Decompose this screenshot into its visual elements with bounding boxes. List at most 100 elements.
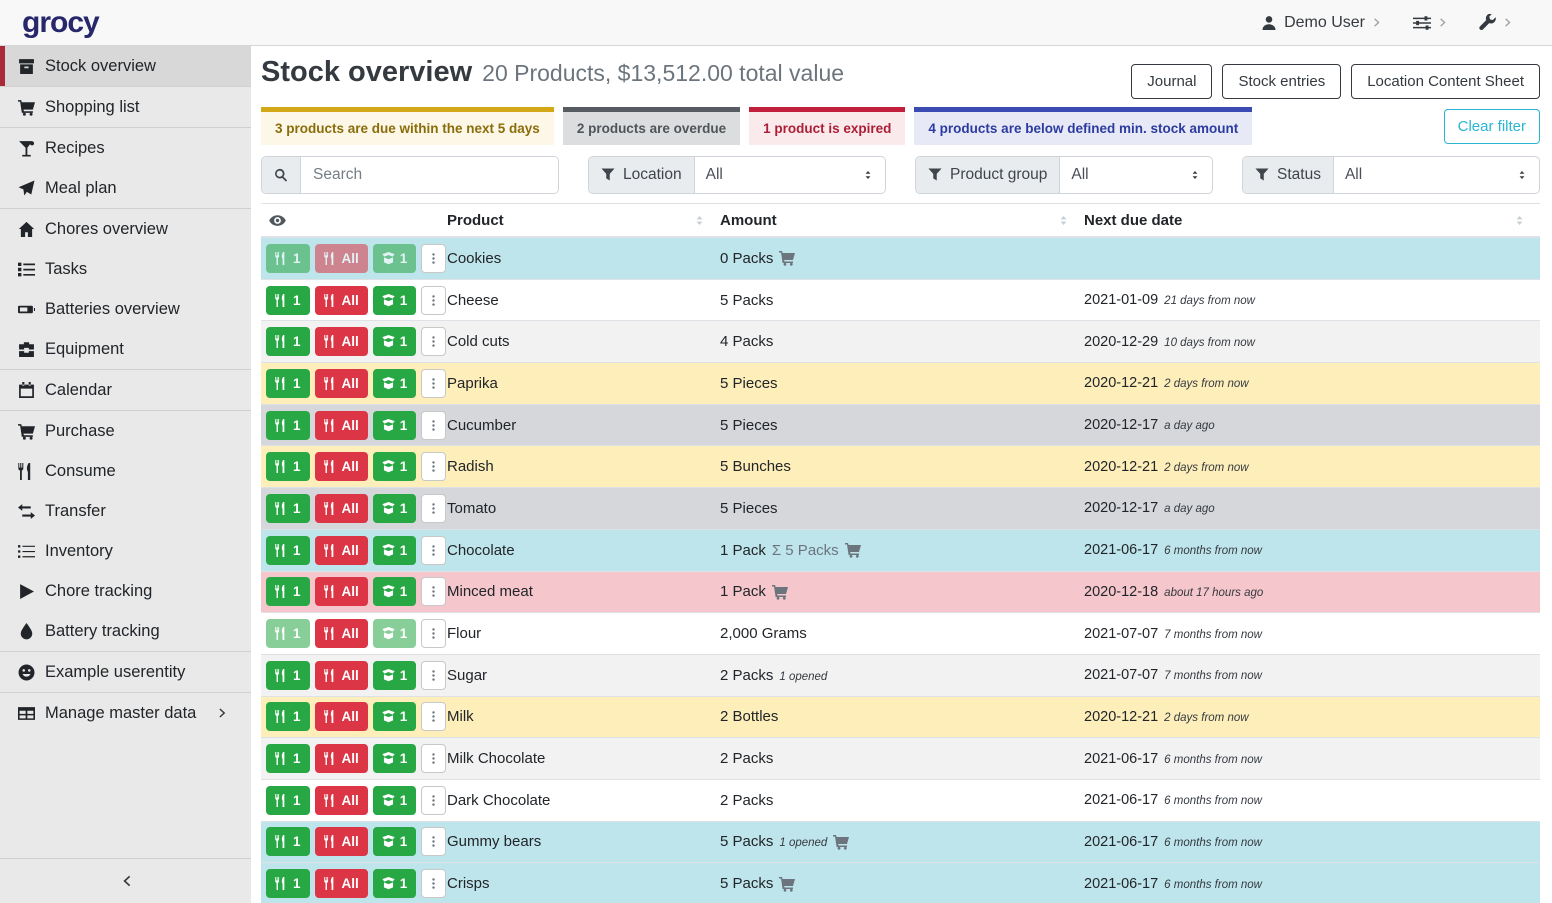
row-menu-button[interactable]	[421, 744, 447, 774]
row-menu-button[interactable]	[421, 702, 447, 732]
sidebar-item-stock-overview[interactable]: Stock overview	[0, 46, 251, 86]
consume-all-button[interactable]: All	[314, 327, 368, 357]
row-menu-button[interactable]	[421, 452, 447, 482]
product-name-cell[interactable]: Flour	[447, 625, 720, 642]
row-menu-button[interactable]	[421, 368, 447, 398]
sidebar-item-tasks[interactable]: Tasks	[0, 249, 251, 289]
consume-one-button[interactable]: 1	[266, 619, 310, 649]
consume-one-button[interactable]: 1	[266, 452, 310, 482]
open-one-button[interactable]: 1	[372, 577, 417, 607]
open-one-button[interactable]: 1	[372, 535, 417, 565]
product-name-cell[interactable]: Paprika	[447, 375, 720, 392]
open-one-button[interactable]: 1	[372, 785, 417, 815]
consume-all-button[interactable]: All	[314, 452, 368, 482]
consume-one-button[interactable]: 1	[266, 327, 310, 357]
product-name-cell[interactable]: Milk Chocolate	[447, 750, 720, 767]
row-menu-button[interactable]	[421, 535, 447, 565]
consume-all-button[interactable]: All	[314, 869, 368, 899]
journal-button[interactable]: Journal	[1131, 64, 1213, 99]
row-menu-button[interactable]	[421, 827, 447, 857]
clear-filter-button[interactable]: Clear filter	[1443, 108, 1540, 144]
consume-all-button[interactable]: All	[314, 368, 368, 398]
product-group-filter-select[interactable]: All	[1060, 157, 1212, 193]
consume-one-button[interactable]: 1	[266, 285, 310, 315]
product-name-cell[interactable]: Cookies	[447, 250, 720, 267]
consume-one-button[interactable]: 1	[266, 660, 310, 690]
open-one-button[interactable]: 1	[372, 702, 417, 732]
sidebar-collapse-button[interactable]	[0, 858, 251, 903]
consume-all-button[interactable]: All	[314, 243, 368, 273]
row-menu-button[interactable]	[421, 577, 447, 607]
sidebar-item-transfer[interactable]: Transfer	[0, 491, 251, 531]
admin-menu[interactable]	[1479, 14, 1514, 31]
sidebar-item-chores-overview[interactable]: Chores overview	[0, 209, 251, 249]
open-one-button[interactable]: 1	[372, 744, 417, 774]
sidebar-item-consume[interactable]: Consume	[0, 451, 251, 491]
open-one-button[interactable]: 1	[372, 327, 417, 357]
user-menu[interactable]: Demo User	[1261, 14, 1383, 32]
consume-all-button[interactable]: All	[314, 285, 368, 315]
expired-banner[interactable]: 1 product is expired	[749, 107, 906, 145]
location-filter-select[interactable]: All	[695, 157, 885, 193]
product-name-cell[interactable]: Radish	[447, 458, 720, 475]
product-name-cell[interactable]: Cheese	[447, 292, 720, 309]
visibility-column-header[interactable]	[261, 212, 447, 229]
sidebar-item-example-userentity[interactable]: Example userentity	[0, 652, 251, 692]
product-name-cell[interactable]: Chocolate	[447, 542, 720, 559]
open-one-button[interactable]: 1	[372, 619, 417, 649]
search-input[interactable]	[301, 157, 558, 193]
open-one-button[interactable]: 1	[372, 368, 417, 398]
consume-all-button[interactable]: All	[314, 827, 368, 857]
open-one-button[interactable]: 1	[372, 869, 417, 899]
sort-icon[interactable]	[1057, 214, 1070, 227]
open-one-button[interactable]: 1	[372, 285, 417, 315]
open-one-button[interactable]: 1	[372, 493, 417, 523]
app-logo[interactable]: grocy	[22, 5, 100, 39]
consume-all-button[interactable]: All	[314, 744, 368, 774]
stock-entries-button[interactable]: Stock entries	[1222, 64, 1342, 99]
consume-one-button[interactable]: 1	[266, 702, 310, 732]
sidebar-item-manage-master-data[interactable]: Manage master data	[0, 693, 251, 733]
settings-menu[interactable]	[1413, 14, 1449, 32]
sidebar-item-batteries-overview[interactable]: Batteries overview	[0, 289, 251, 329]
product-name-cell[interactable]: Minced meat	[447, 583, 720, 600]
product-name-cell[interactable]: Cucumber	[447, 417, 720, 434]
row-menu-button[interactable]	[421, 660, 447, 690]
sidebar-item-equipment[interactable]: Equipment	[0, 329, 251, 369]
consume-all-button[interactable]: All	[314, 619, 368, 649]
row-menu-button[interactable]	[421, 327, 447, 357]
product-name-cell[interactable]: Crisps	[447, 875, 720, 892]
consume-one-button[interactable]: 1	[266, 243, 310, 273]
consume-all-button[interactable]: All	[314, 577, 368, 607]
product-name-cell[interactable]: Sugar	[447, 667, 720, 684]
consume-all-button[interactable]: All	[314, 410, 368, 440]
open-one-button[interactable]: 1	[372, 827, 417, 857]
location-content-sheet-button[interactable]: Location Content Sheet	[1351, 64, 1540, 99]
row-menu-button[interactable]	[421, 410, 447, 440]
consume-all-button[interactable]: All	[314, 535, 368, 565]
product-name-cell[interactable]: Tomato	[447, 500, 720, 517]
due-soon-banner[interactable]: 3 products are due within the next 5 day…	[261, 107, 554, 145]
sidebar-item-inventory[interactable]: Inventory	[0, 531, 251, 571]
overdue-banner[interactable]: 2 products are overdue	[562, 107, 741, 145]
open-one-button[interactable]: 1	[372, 410, 417, 440]
sidebar-item-meal-plan[interactable]: Meal plan	[0, 168, 251, 208]
product-column-header[interactable]: Product	[447, 212, 720, 229]
sidebar-item-purchase[interactable]: Purchase	[0, 411, 251, 451]
consume-one-button[interactable]: 1	[266, 785, 310, 815]
row-menu-button[interactable]	[421, 785, 447, 815]
sidebar-item-recipes[interactable]: Recipes	[0, 128, 251, 168]
sidebar-item-chore-tracking[interactable]: Chore tracking	[0, 571, 251, 611]
consume-one-button[interactable]: 1	[266, 535, 310, 565]
product-name-cell[interactable]: Dark Chocolate	[447, 792, 720, 809]
sidebar-item-calendar[interactable]: Calendar	[0, 370, 251, 410]
row-menu-button[interactable]	[421, 869, 447, 899]
row-menu-button[interactable]	[421, 619, 447, 649]
consume-one-button[interactable]: 1	[266, 410, 310, 440]
open-one-button[interactable]: 1	[372, 452, 417, 482]
sidebar-item-shopping-list[interactable]: Shopping list	[0, 87, 251, 127]
consume-all-button[interactable]: All	[314, 660, 368, 690]
consume-one-button[interactable]: 1	[266, 744, 310, 774]
status-filter-select[interactable]: All	[1334, 157, 1539, 193]
below-min-stock-banner[interactable]: 4 products are below defined min. stock …	[914, 107, 1253, 145]
